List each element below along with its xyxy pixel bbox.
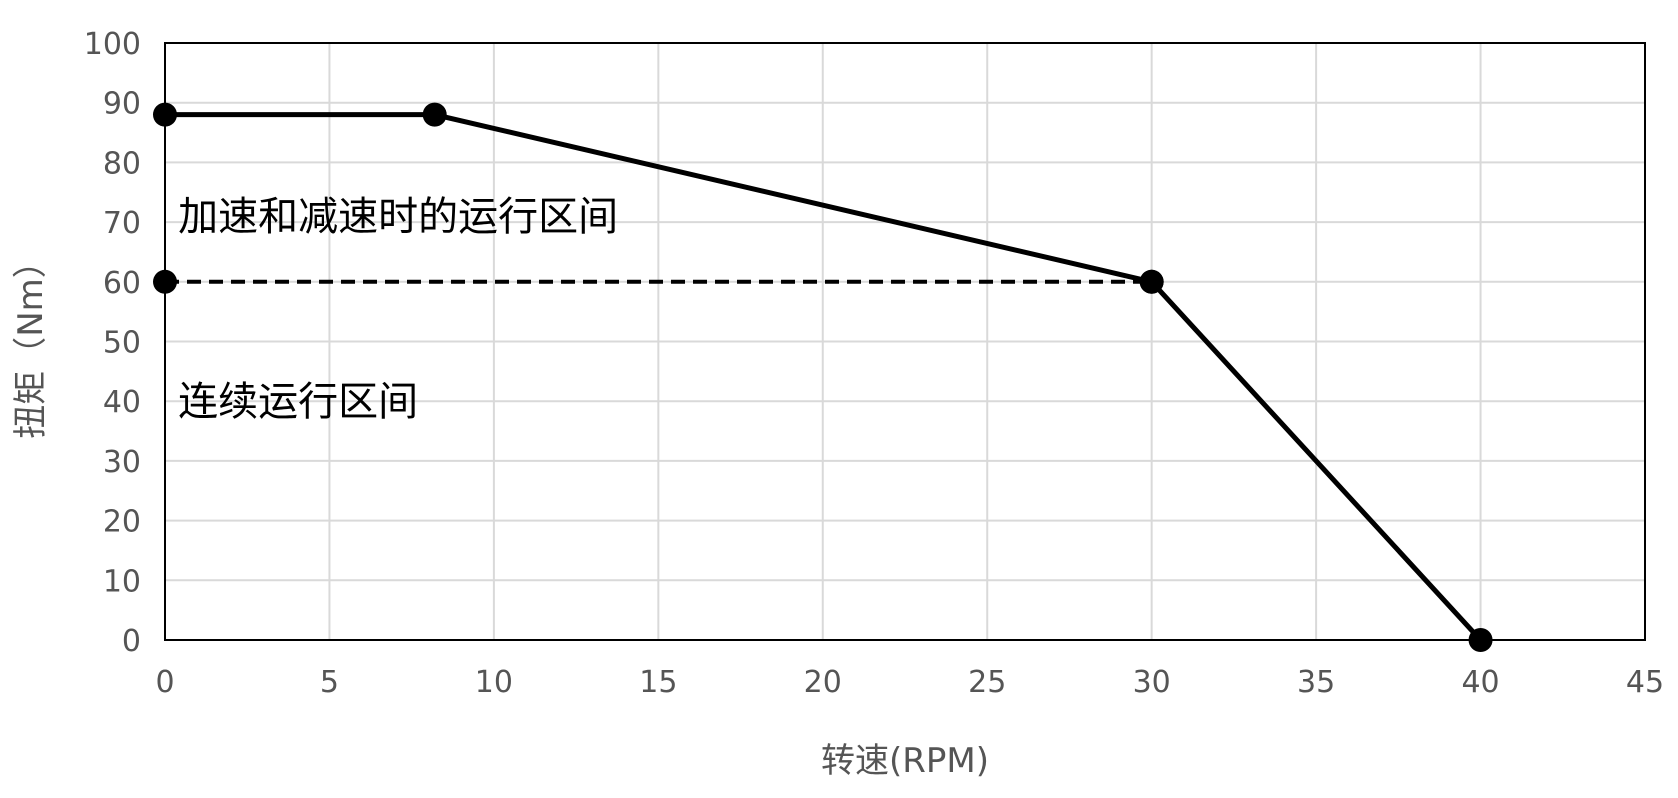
x-tick-label: 15 bbox=[639, 665, 677, 700]
y-tick-label: 100 bbox=[84, 27, 141, 62]
x-tick-label: 5 bbox=[320, 665, 339, 700]
data-point bbox=[153, 269, 177, 294]
y-tick-label: 40 bbox=[103, 385, 141, 420]
annotation-label: 加速和减速时的运行区间 bbox=[178, 194, 618, 240]
y-tick-label: 0 bbox=[122, 624, 141, 659]
x-tick-label: 35 bbox=[1297, 665, 1335, 700]
y-tick-label: 50 bbox=[103, 326, 141, 361]
x-tick-label: 30 bbox=[1133, 665, 1171, 700]
plot-frame bbox=[164, 42, 1646, 641]
grid bbox=[164, 42, 1646, 641]
x-tick-label: 45 bbox=[1626, 665, 1664, 700]
data-point bbox=[1468, 628, 1493, 652]
y-tick-label: 20 bbox=[103, 505, 141, 540]
x-tick-label: 25 bbox=[968, 665, 1006, 700]
x-tick-label: 10 bbox=[475, 665, 513, 700]
series-line-solid bbox=[165, 112, 1483, 642]
y-tick-label: 30 bbox=[103, 445, 141, 480]
x-tick-label: 40 bbox=[1461, 665, 1499, 700]
data-point bbox=[422, 102, 447, 127]
x-axis-title: 转速(RPM) bbox=[821, 741, 989, 781]
data-point bbox=[1139, 269, 1164, 294]
y-tick-labels: 0 10 20 30 40 50 60 70 80 90 100 bbox=[84, 27, 141, 659]
y-axis-title: 扭矩（Nm） bbox=[11, 244, 51, 439]
y-tick-label: 70 bbox=[103, 206, 141, 241]
x-tick-label: 0 bbox=[155, 665, 174, 700]
data-point bbox=[153, 102, 177, 127]
annotation-label: 连续运行区间 bbox=[178, 379, 418, 425]
x-tick-label: 20 bbox=[804, 665, 842, 700]
series-group bbox=[153, 102, 1493, 652]
x-tick-labels: 0 5 10 15 20 25 30 35 40 45 bbox=[155, 665, 1664, 700]
y-tick-label: 80 bbox=[103, 146, 141, 181]
y-tick-label: 10 bbox=[103, 564, 141, 599]
y-tick-label: 90 bbox=[103, 87, 141, 122]
y-tick-label: 60 bbox=[103, 266, 141, 301]
